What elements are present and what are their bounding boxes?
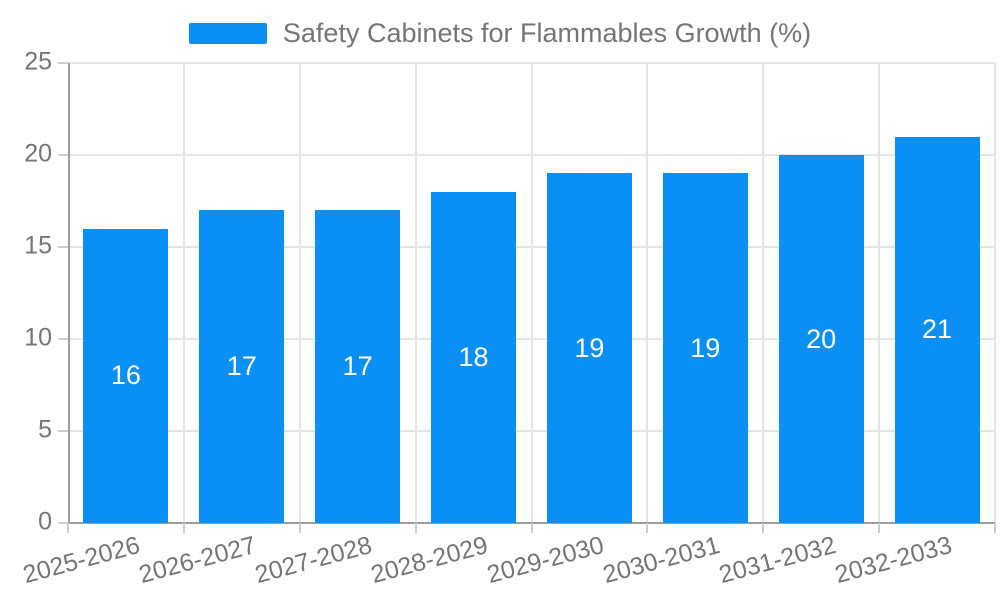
bar[interactable]: 16 [83,228,169,523]
y-axis-label: 5 [38,415,52,444]
y-axis-label: 10 [24,323,52,352]
bar-value-label: 17 [342,351,373,382]
x-axis-label: 2031-2032 [715,531,839,589]
bar-value-label: 18 [458,341,489,372]
bar-value-label: 19 [574,332,605,363]
bar[interactable]: 17 [199,210,285,523]
bar[interactable]: 17 [315,210,401,523]
bar[interactable]: 19 [546,173,632,523]
legend-label: Safety Cabinets for Flammables Growth (%… [282,17,812,48]
bar-value-label: 16 [110,360,141,391]
x-gridline [878,63,881,523]
y-axis-tick [58,338,68,340]
x-axis-label: 2029-2030 [483,531,607,589]
x-axis-label: 2026-2027 [136,531,260,589]
x-axis-tick [298,523,301,533]
x-gridline [762,63,765,523]
y-axis-tick [58,430,68,432]
x-gridline [646,63,649,523]
y-axis-line [68,63,70,523]
y-axis-tick [58,522,68,524]
x-gridline [530,63,533,523]
y-axis-tick [58,154,68,156]
x-axis-tick [182,523,185,533]
bar-value-label: 21 [922,314,953,345]
bar[interactable]: 19 [662,173,748,523]
x-gridline [994,63,996,523]
x-axis-tick [414,523,417,533]
x-axis-label: 2027-2028 [252,531,375,589]
bar-value-label: 19 [690,332,721,363]
bar[interactable]: 21 [894,136,980,523]
x-axis-tick [878,523,881,533]
legend-swatch-icon [188,22,267,44]
plot-area: 16 17 17 18 19 19 20 21 [68,62,996,524]
legend-item[interactable]: Safety Cabinets for Flammables Growth (%… [0,18,1000,48]
x-axis-label: 2030-2031 [599,531,723,589]
bar-value-label: 17 [226,351,257,382]
y-axis-label: 0 [38,507,52,536]
x-axis-label: 2028-2029 [368,531,491,589]
x-axis-tick [646,523,649,533]
x-axis-tick [762,523,765,533]
x-axis-tick [67,523,69,533]
x-gridline [182,63,185,523]
x-gridline [298,63,301,523]
x-axis-tick [530,523,533,533]
x-axis-label: 2032-2033 [831,531,955,589]
y-axis-label: 15 [24,231,52,260]
y-axis-label: 25 [24,47,52,76]
y-axis-label: 20 [24,139,52,168]
x-axis-label: 2025-2026 [20,531,144,589]
y-axis-tick [58,62,68,64]
x-axis-tick [994,523,996,533]
bar-value-label: 20 [806,323,837,354]
x-gridline [414,63,417,523]
bar[interactable]: 18 [431,191,517,523]
y-axis-tick [58,246,68,248]
bar[interactable]: 20 [778,155,864,523]
